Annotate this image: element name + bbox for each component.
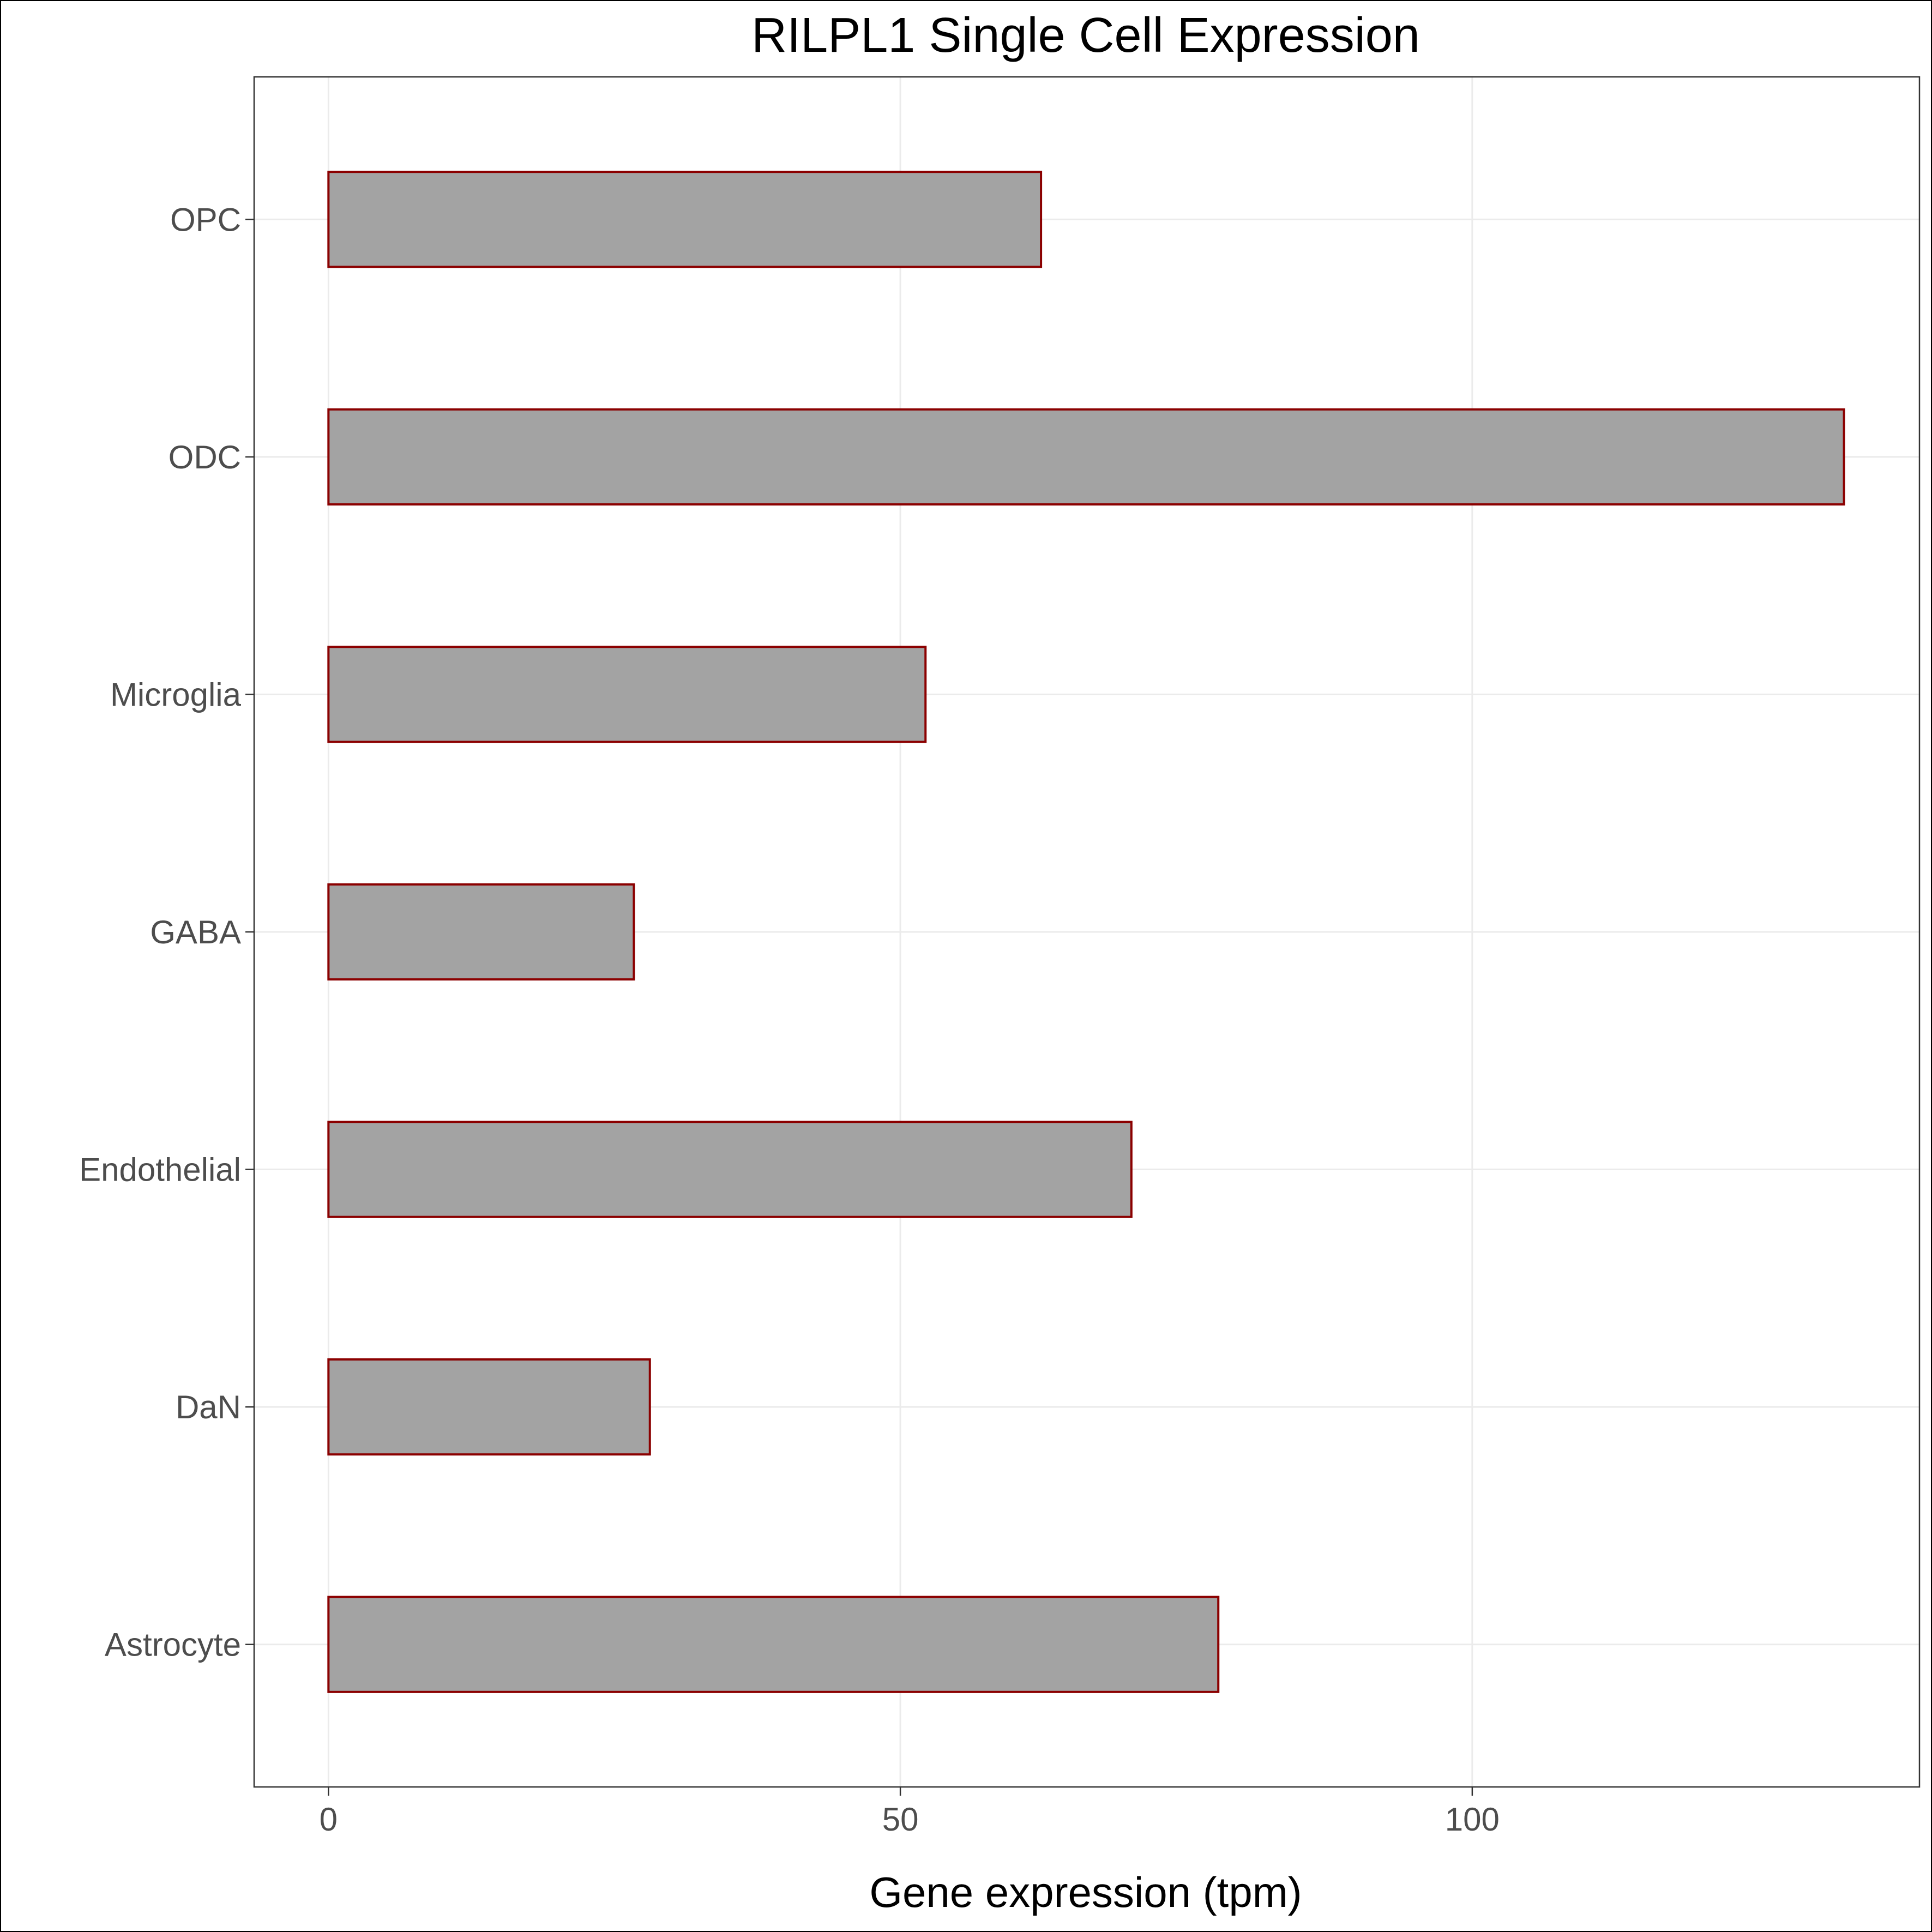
bar-microglia [327,646,927,743]
x-tick-label: 100 [1445,1801,1500,1838]
bar-endothelial [327,1121,1133,1218]
y-tick-label: ODC [168,439,241,476]
bar-gaba [327,883,635,981]
y-axis-ticks: Astrocyte DaN Endothelial GABA Microglia ODC O… [79,201,254,1663]
x-axis-ticks: 0 50 100 [320,1787,1500,1838]
y-tick-label: OPC [170,201,241,238]
x-axis-title: Gene expression (tpm) [869,1868,1302,1916]
bar-odc [327,408,1845,505]
x-tick-label: 50 [882,1801,919,1838]
y-tick-label: Endothelial [79,1152,241,1188]
bar-astrocyte [327,1596,1220,1693]
bar-dan [327,1358,651,1456]
chart-title: RILPL1 Single Cell Expression [751,8,1420,63]
y-tick-label: GABA [150,914,241,950]
bars [327,171,1845,1693]
y-tick-label: Astrocyte [105,1627,241,1663]
y-tick-label: Microglia [110,676,242,713]
x-tick-label: 0 [320,1801,338,1838]
bar-opc [327,171,1043,268]
y-tick-label: DaN [176,1389,241,1425]
